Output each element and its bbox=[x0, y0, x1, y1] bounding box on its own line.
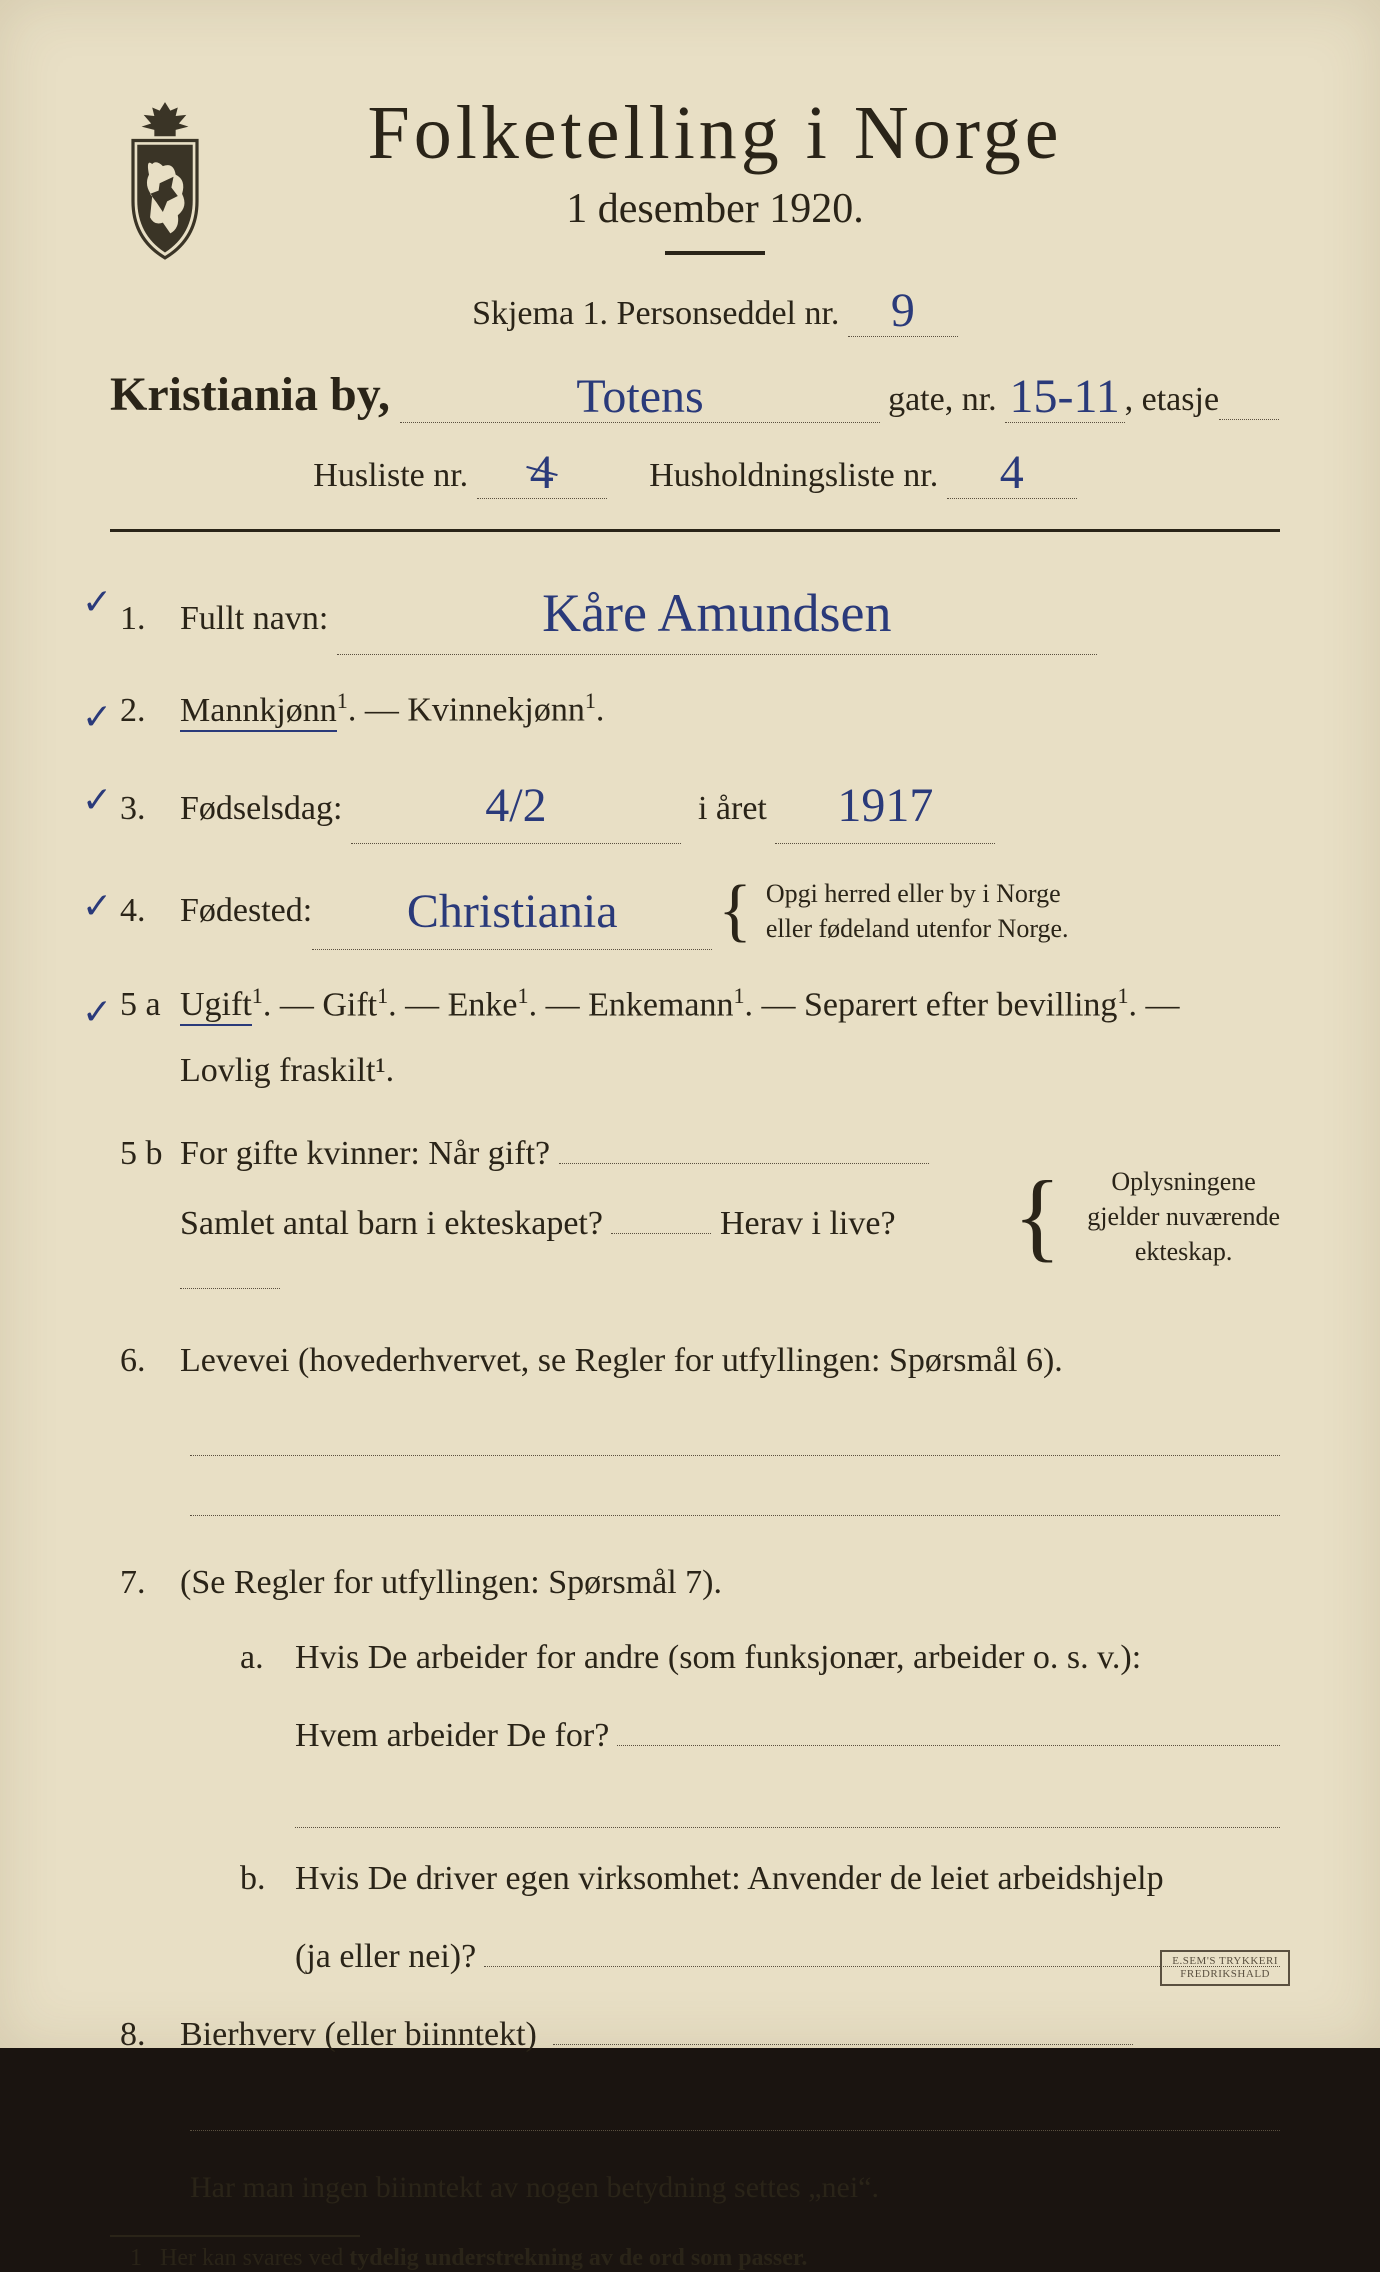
q7a-text1: Hvis De arbeider for andre (som funksjon… bbox=[295, 1631, 1141, 1685]
bottom-note: Har man ingen biinntekt av nogen betydni… bbox=[110, 2171, 1280, 2205]
census-form-page: Folketelling i Norge 1 desember 1920. Sk… bbox=[0, 0, 1380, 2048]
q7a-row: a. Hvis De arbeider for andre (som funks… bbox=[110, 1631, 1280, 1685]
husliste-line: Husliste nr. 4 Husholdningsliste nr. 4 bbox=[110, 443, 1280, 499]
q7-intro: (Se Regler for utfyllingen: Spørsmål 7). bbox=[180, 1556, 1280, 1610]
title-rule bbox=[665, 251, 765, 255]
printer-stamp: E.SEM'S TRYKKERI FREDRIKSHALD bbox=[1160, 1950, 1290, 1986]
footnote: 1 Her kan svares ved tydelig understrekn… bbox=[110, 2245, 1280, 2272]
date-subtitle: 1 desember 1920. bbox=[250, 185, 1180, 233]
q6-field2 bbox=[190, 1476, 1280, 1516]
q2-num: 2. bbox=[110, 684, 180, 738]
skjema-line: Skjema 1. Personseddel nr. 9 bbox=[250, 281, 1180, 337]
q7b-letter: b. bbox=[240, 1852, 295, 1906]
gender-male: Mannkjønn bbox=[180, 692, 337, 732]
gate-nr: 15‑11 bbox=[1010, 369, 1120, 424]
birth-year: 1917 bbox=[837, 768, 933, 845]
q8-field bbox=[190, 2091, 1280, 2131]
q1-label: Fullt navn: bbox=[180, 600, 328, 637]
q7-num: 7. bbox=[110, 1556, 180, 1610]
q3-year-label: i året bbox=[698, 790, 767, 827]
husliste-label: Husliste nr. bbox=[313, 457, 468, 494]
section-rule bbox=[110, 529, 1280, 532]
q5b-note: Oplysningene gjelder nuværende ekteskap. bbox=[1087, 1164, 1280, 1269]
q7b-text1: Hvis De driver egen virksomhet: Anvender… bbox=[295, 1852, 1164, 1906]
q7b-row: b. Hvis De driver egen virksomhet: Anven… bbox=[110, 1852, 1280, 1906]
brace-icon: { bbox=[1013, 1181, 1061, 1251]
q3-row: ✓ 3. Fødselsdag: 4/2 i året 1917 bbox=[110, 766, 1280, 844]
main-title: Folketelling i Norge bbox=[250, 90, 1180, 177]
q6-num: 6. bbox=[110, 1334, 180, 1388]
street-value: Totens bbox=[576, 369, 703, 424]
check-icon: ✓ bbox=[82, 878, 112, 936]
etasje-label: , etasje bbox=[1125, 381, 1219, 419]
q7a-letter: a. bbox=[240, 1631, 295, 1685]
address-line: Kristiania by, Totens gate, nr. 15‑11 , … bbox=[110, 367, 1280, 423]
q5a-row: ✓ 5 a Ugift1. — Gift1. — Enke1. — Enkema… bbox=[110, 978, 1280, 1033]
full-name: Kåre Amundsen bbox=[542, 570, 891, 656]
title-block: Folketelling i Norge 1 desember 1920. Sk… bbox=[250, 90, 1280, 337]
check-icon: ✓ bbox=[82, 574, 112, 632]
hushold-label: Husholdningsliste nr. bbox=[649, 457, 938, 494]
birthdate: 4/2 bbox=[485, 768, 546, 845]
gender-female: — Kvinnekjønn bbox=[365, 692, 585, 729]
check-icon: ✓ bbox=[82, 984, 112, 1042]
q7a-text2: Hvem arbeider De for? bbox=[295, 1709, 609, 1763]
q1-row: ✓ 1. Fullt navn: Kåre Amundsen bbox=[110, 568, 1280, 655]
q5b-row: 5 b For gifte kvinner: Når gift? Samlet … bbox=[110, 1127, 1280, 1306]
q6-row: 6. Levevei (hovederhvervet, se Regler fo… bbox=[110, 1334, 1280, 1388]
q3-label: Fødselsdag: bbox=[180, 790, 342, 827]
check-icon: ✓ bbox=[82, 689, 112, 747]
q6-text: Levevei (hovederhvervet, se Regler for u… bbox=[180, 1334, 1280, 1388]
header: Folketelling i Norge 1 desember 1920. Sk… bbox=[110, 90, 1280, 337]
husliste-nr: 4 bbox=[530, 445, 554, 500]
q5b-line2b: Herav i live? bbox=[720, 1205, 896, 1242]
personseddel-nr: 9 bbox=[891, 283, 915, 338]
q8-num: 8. bbox=[110, 2008, 180, 2062]
skjema-label: Skjema 1. Personseddel nr. bbox=[472, 295, 839, 332]
marital-ugift: Ugift bbox=[180, 986, 252, 1026]
q5b-line1: For gifte kvinner: Når gift? bbox=[180, 1135, 550, 1172]
q4-row: ✓ 4. Fødested: Christiania { Opgi herred… bbox=[110, 872, 1280, 950]
city-label: Kristiania by, bbox=[110, 367, 390, 422]
q7a-field bbox=[295, 1788, 1280, 1828]
q5a-row2: Lovlig fraskilt¹. bbox=[110, 1044, 1280, 1098]
q5a-text2: Lovlig fraskilt¹. bbox=[180, 1044, 1280, 1098]
footnote-rule bbox=[110, 2235, 360, 2237]
coat-of-arms-icon bbox=[110, 100, 220, 260]
gate-label: gate, nr. bbox=[888, 381, 997, 419]
q6-field1 bbox=[190, 1416, 1280, 1456]
q7b-text2: (ja eller nei)? bbox=[295, 1930, 476, 1984]
hushold-nr: 4 bbox=[1000, 445, 1024, 500]
q3-num: 3. bbox=[110, 782, 180, 836]
q7b-row2: (ja eller nei)? bbox=[110, 1930, 1280, 1984]
q4-label: Fødested: bbox=[180, 884, 312, 938]
q8-row: 8. Bierhverv (eller biinntekt) bbox=[110, 2008, 1280, 2062]
q5a-num: 5 a bbox=[110, 978, 180, 1032]
q1-num: 1. bbox=[110, 592, 180, 646]
q4-note: Opgi herred eller by i Norge eller fødel… bbox=[766, 876, 1069, 946]
q7-row: 7. (Se Regler for utfyllingen: Spørsmål … bbox=[110, 1556, 1280, 1610]
brace-icon: { bbox=[718, 886, 752, 935]
q7a-row2: Hvem arbeider De for? bbox=[110, 1709, 1280, 1763]
q4-num: 4. bbox=[110, 884, 180, 938]
q5b-line2a: Samlet antal barn i ekteskapet? bbox=[180, 1205, 603, 1242]
birthplace: Christiania bbox=[407, 874, 618, 951]
q5b-num: 5 b bbox=[110, 1127, 180, 1181]
q2-row: ✓ 2. Mannkjønn1. — Kvinnekjønn1. bbox=[110, 683, 1280, 738]
check-icon: ✓ bbox=[82, 772, 112, 830]
